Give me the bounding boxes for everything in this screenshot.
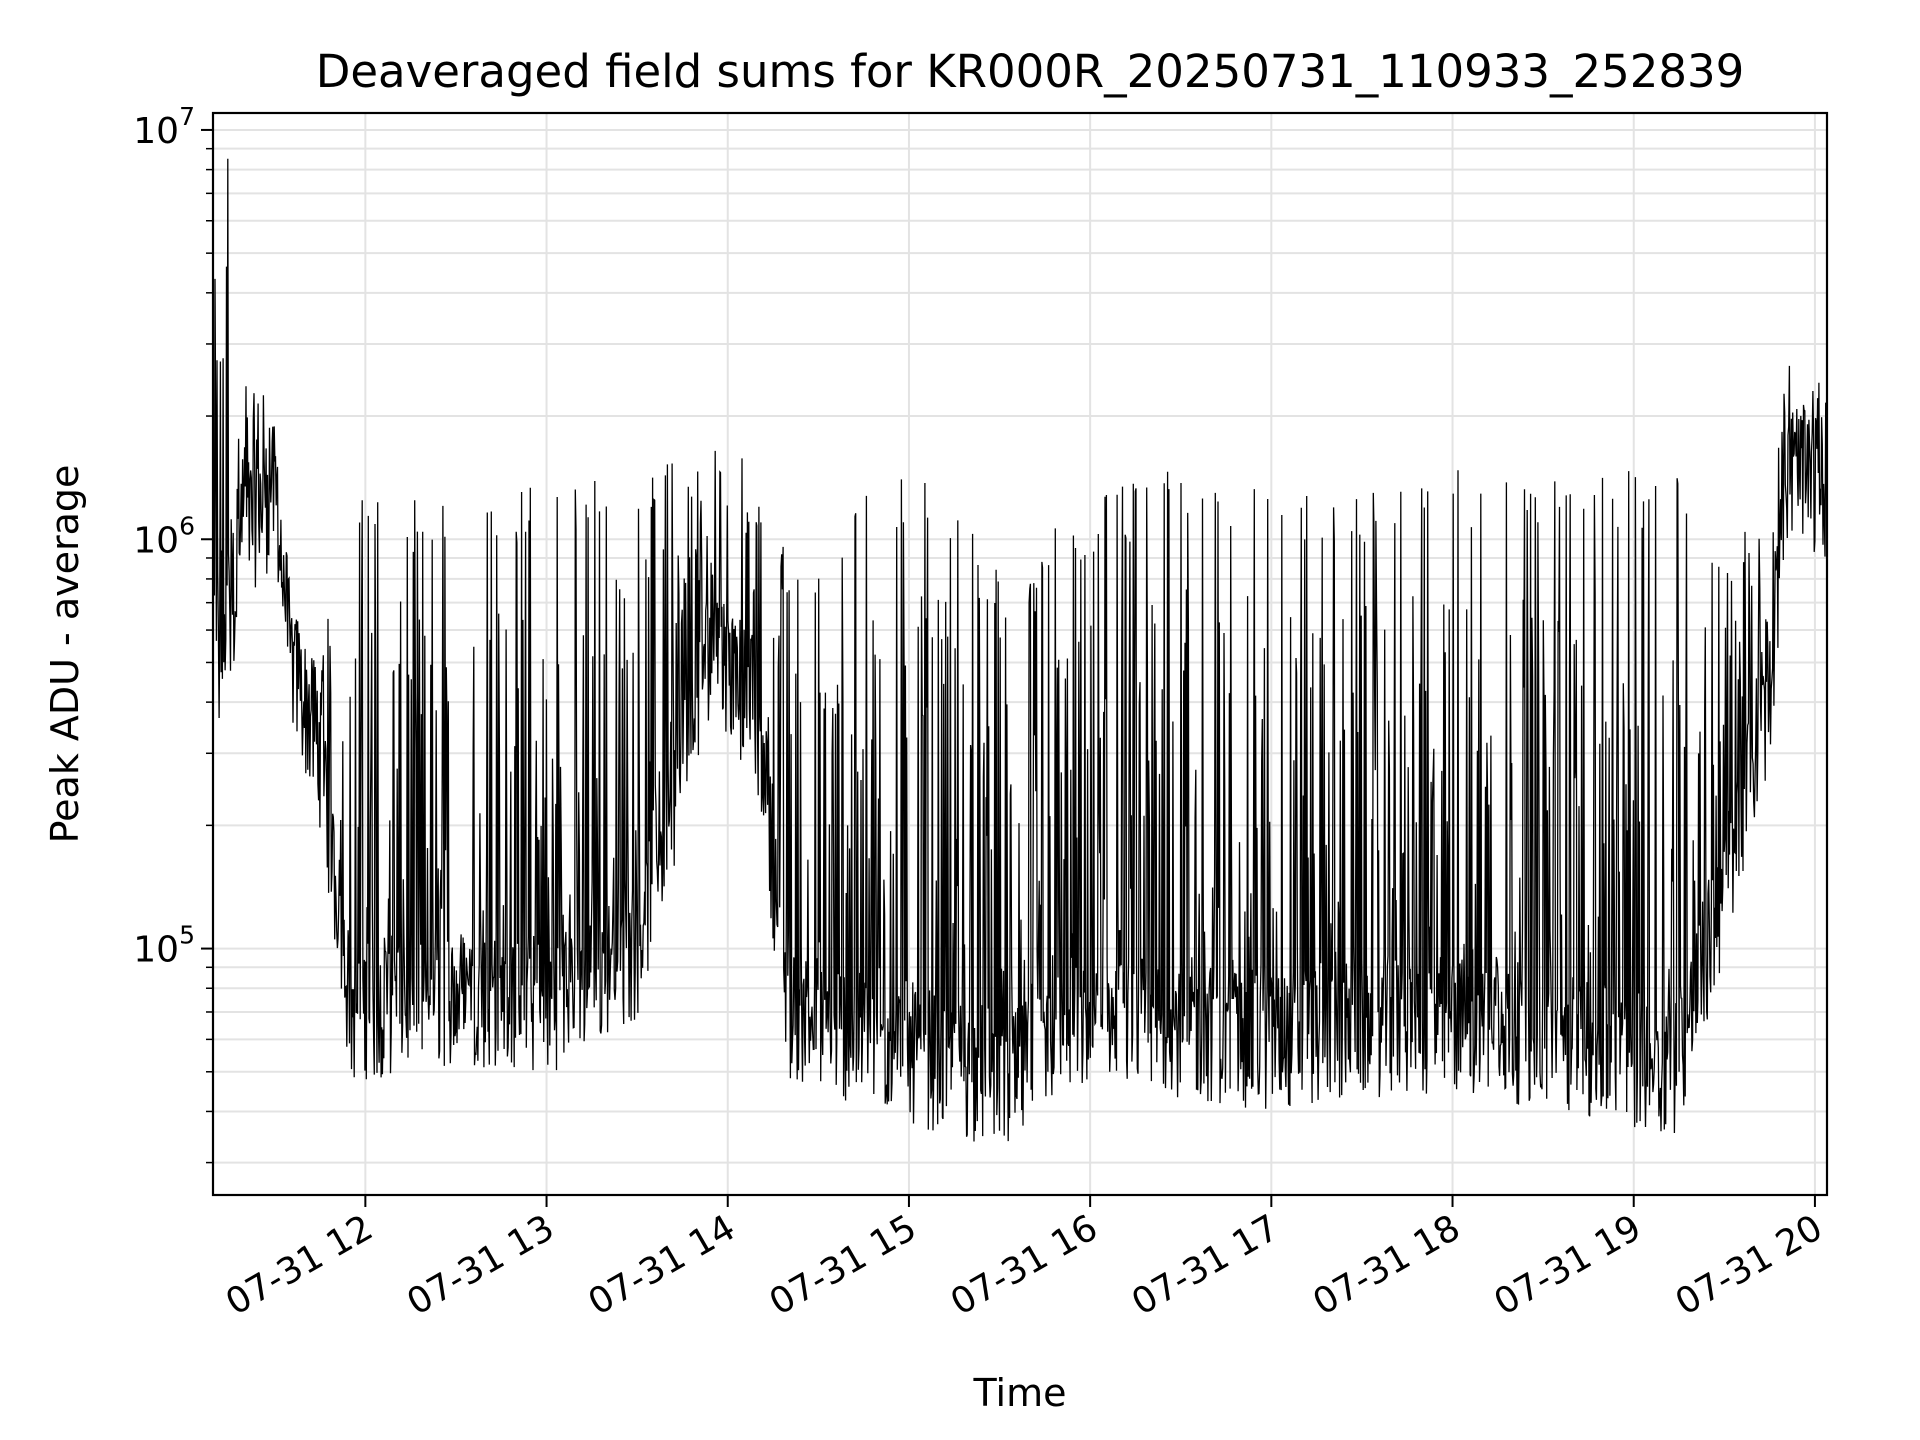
x-axis-label: Time [973, 1371, 1067, 1415]
x-tick-label: 07-31 17 [1125, 1207, 1286, 1323]
plot-frame [211, 111, 1829, 1197]
data-series [213, 158, 1828, 1142]
x-tick-label: 07-31 13 [400, 1207, 561, 1323]
x-tick-label: 07-31 19 [1488, 1207, 1649, 1323]
x-tick-label: 07-31 12 [219, 1207, 380, 1323]
x-tick-label: 07-31 18 [1306, 1207, 1467, 1323]
y-tick-label: 105 [133, 921, 195, 971]
x-tick-label: 07-31 14 [582, 1207, 743, 1323]
x-tick-label: 07-31 16 [944, 1207, 1105, 1323]
y-tick-label: 106 [133, 511, 195, 561]
x-tick-label: 07-31 15 [763, 1207, 924, 1323]
chart-title: Deaveraged field sums for KR000R_2025073… [316, 45, 1745, 98]
y-axis: 105 106 107 [133, 102, 213, 1164]
x-tick-label: 07-31 20 [1669, 1207, 1830, 1323]
x-axis: 07-31 12 07-31 13 07-31 14 07-31 15 07-31 16… [219, 1195, 1829, 1324]
series-line [213, 158, 1828, 1142]
y-axis-label: Peak ADU - average [43, 465, 87, 844]
y-tick-label: 107 [133, 102, 195, 152]
